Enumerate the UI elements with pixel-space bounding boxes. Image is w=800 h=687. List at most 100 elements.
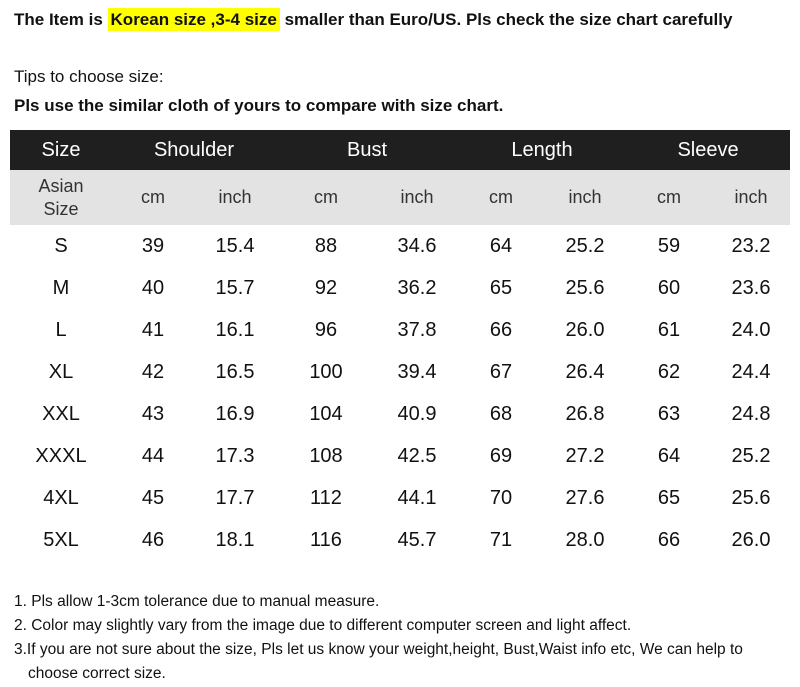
length-cm-cell: 68 (489, 402, 513, 425)
unit-label-inch: inch (734, 187, 768, 207)
headline-suffix: smaller than Euro/US. Pls check the size… (279, 10, 733, 29)
length-inch-cell: 27.6 (565, 486, 605, 509)
shoulder-cm-cell: 39 (141, 234, 165, 257)
bust-cm-cell: 92 (314, 276, 338, 299)
bust-inch-cell: 34.6 (397, 234, 437, 257)
bust-inch-cell: 42.5 (397, 444, 437, 467)
shoulder-column-header: Shoulder (153, 138, 235, 161)
tips-label: Tips to choose size: (14, 67, 164, 86)
shoulder-inch-cell: 18.1 (215, 528, 255, 551)
sleeve-inch-cell: 24.0 (731, 318, 771, 341)
shoulder-cm-cell: 41 (141, 318, 165, 341)
length-inch-cell: 25.2 (565, 234, 605, 257)
shoulder-cm-cell: 45 (141, 486, 165, 509)
unit-label-cm: cm (657, 187, 682, 207)
shoulder-cm-cell: 42 (141, 360, 165, 383)
bust-inch-cell: 40.9 (397, 402, 437, 425)
length-cm-cell: 69 (489, 444, 513, 467)
bust-cm-cell: 88 (314, 234, 338, 257)
bust-cm-cell: 108 (309, 444, 343, 467)
note-item: 1. Pls allow 1-3cm tolerance due to manu… (14, 593, 380, 610)
unit-label-inch: inch (218, 187, 252, 207)
asian-size-label: Asian Size (10, 170, 112, 225)
size-cell: XL (48, 360, 74, 383)
sleeve-cm-cell: 61 (657, 318, 681, 341)
asian-size-label-line1: Asian (38, 175, 84, 196)
length-cm-cell: 66 (489, 318, 513, 341)
bust-cm-cell: 104 (309, 402, 343, 425)
sleeve-inch-cell: 24.4 (731, 360, 771, 383)
sleeve-column-header: Sleeve (677, 138, 739, 161)
shoulder-cm-cell: 46 (141, 528, 165, 551)
sleeve-cm-cell: 65 (657, 486, 681, 509)
headline-highlight: Korean size ,3-4 size (107, 8, 280, 31)
length-inch-cell: 26.4 (565, 360, 605, 383)
sleeve-cm-cell: 59 (657, 234, 681, 257)
table-row: 5XL 46 18.1 116 45.7 71 28.0 66 26.0 (10, 519, 790, 561)
length-inch-cell: 28.0 (565, 528, 605, 551)
sleeve-inch-cell: 23.6 (731, 276, 771, 299)
bust-cm-cell: 96 (314, 318, 338, 341)
sleeve-inch-cell: 24.8 (731, 402, 771, 425)
sleeve-cm-cell: 64 (657, 444, 681, 467)
length-inch-cell: 26.8 (565, 402, 605, 425)
group-header-row: Size Shoulder Bust Length Sleeve (10, 130, 791, 170)
length-inch-cell: 27.2 (565, 444, 605, 467)
sleeve-cm-cell: 62 (657, 360, 681, 383)
bust-inch-cell: 36.2 (397, 276, 437, 299)
note-item: 2. Color may slightly vary from the imag… (14, 617, 632, 634)
shoulder-cm-cell: 44 (141, 444, 165, 467)
length-inch-cell: 25.6 (565, 276, 605, 299)
length-column-header: Length (511, 138, 573, 161)
sleeve-cm-cell: 63 (657, 402, 681, 425)
shoulder-inch-cell: 16.5 (215, 360, 255, 383)
sleeve-inch-cell: 26.0 (731, 528, 771, 551)
size-cell: M (52, 276, 70, 299)
table-row: L 41 16.1 96 37.8 66 26.0 61 24.0 (10, 309, 790, 351)
sleeve-inch-cell: 23.2 (731, 234, 771, 257)
unit-label-cm: cm (489, 187, 513, 207)
shoulder-inch-cell: 17.7 (215, 486, 255, 509)
note-item: 3.If you are not sure about the size, Pl… (14, 641, 743, 682)
unit-label-inch: inch (568, 187, 602, 207)
unit-label-inch: inch (400, 187, 434, 207)
size-cell: XXL (42, 402, 80, 425)
tips-instruction: Pls use the similar cloth of yours to co… (14, 96, 504, 115)
table-row: XL 42 16.5 100 39.4 67 26.4 62 24.4 (10, 351, 790, 393)
size-cell: 5XL (43, 528, 79, 551)
length-cm-cell: 65 (489, 276, 513, 299)
size-chart-table: Size Shoulder Bust Length Sleeve Asian Si… (10, 130, 791, 561)
unit-header-row: Asian Size cm inch cm inch cm inch cm inc… (10, 170, 791, 225)
bust-inch-cell: 37.8 (397, 318, 437, 341)
shoulder-cm-cell: 40 (141, 276, 165, 299)
table-row: S 39 15.4 88 34.6 64 25.2 59 23.2 (10, 225, 790, 267)
size-cell: XXXL (35, 444, 87, 467)
notes-list: 1. Pls allow 1-3cm tolerance due to manu… (14, 590, 790, 686)
bust-inch-cell: 44.1 (397, 486, 437, 509)
length-cm-cell: 70 (489, 486, 513, 509)
table-row: XXXL 44 17.3 108 42.5 69 27.2 64 25.2 (10, 435, 790, 477)
shoulder-inch-cell: 16.1 (215, 318, 255, 341)
headline: The Item is Korean size ,3-4 size smalle… (14, 6, 732, 34)
sleeve-inch-cell: 25.6 (731, 486, 771, 509)
size-cell: L (55, 318, 67, 341)
size-cell: 4XL (43, 486, 79, 509)
length-cm-cell: 67 (489, 360, 513, 383)
unit-label-cm: cm (141, 187, 165, 207)
table-row: 4XL 45 17.7 112 44.1 70 27.6 65 25.6 (10, 477, 790, 519)
asian-size-label-line2: Size (43, 198, 79, 219)
table-row: M 40 15.7 92 36.2 65 25.6 60 23.6 (10, 267, 790, 309)
bust-cm-cell: 100 (309, 360, 343, 383)
shoulder-inch-cell: 16.9 (215, 402, 255, 425)
length-cm-cell: 71 (489, 528, 513, 551)
length-inch-cell: 26.0 (565, 318, 605, 341)
shoulder-inch-cell: 15.4 (215, 234, 255, 257)
sleeve-inch-cell: 25.2 (731, 444, 771, 467)
sleeve-cm-cell: 60 (657, 276, 681, 299)
unit-label-cm: cm (314, 187, 338, 207)
shoulder-inch-cell: 15.7 (215, 276, 255, 299)
size-column-header: Size (41, 138, 81, 161)
sleeve-cm-cell: 66 (657, 528, 681, 551)
bust-inch-cell: 45.7 (397, 528, 437, 551)
shoulder-inch-cell: 17.3 (215, 444, 255, 467)
